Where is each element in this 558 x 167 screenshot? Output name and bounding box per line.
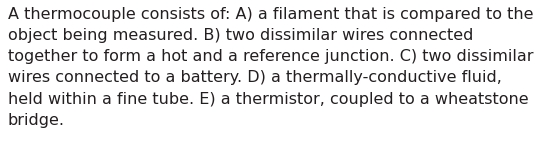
Text: A thermocouple consists of: A) a filament that is compared to the
object being m: A thermocouple consists of: A) a filamen… (8, 7, 533, 128)
